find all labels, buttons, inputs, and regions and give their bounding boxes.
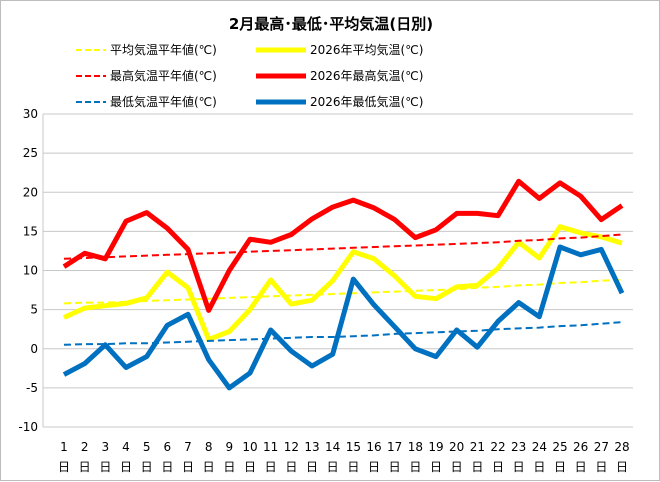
legend-entry: 2026年最高気温(℃) <box>256 67 423 84</box>
x-tick-unit: 日 <box>575 460 587 474</box>
y-tick-label: 5 <box>30 303 38 317</box>
legend-swatch <box>76 74 106 77</box>
x-tick-unit: 日 <box>141 460 153 474</box>
y-tick-label: 25 <box>23 146 38 160</box>
series-line <box>62 178 624 313</box>
y-tick-label: 30 <box>23 107 38 121</box>
x-tick-unit: 日 <box>285 460 297 474</box>
y-tick-label: 10 <box>23 264 38 278</box>
x-tick-unit: 日 <box>203 460 215 474</box>
legend-swatch <box>76 48 106 51</box>
legend-entry: 2026年平均気温(℃) <box>256 41 423 58</box>
x-tick-unit: 日 <box>79 460 91 474</box>
x-tick-label: 13 <box>304 440 319 454</box>
x-tick-label: 6 <box>164 440 172 454</box>
x-tick-unit: 日 <box>244 460 256 474</box>
y-tick-label: -10 <box>18 420 38 434</box>
x-tick-label: 3 <box>102 440 110 454</box>
series-line <box>62 244 625 391</box>
x-tick-label: 7 <box>184 440 192 454</box>
y-tick-label: -5 <box>26 381 38 395</box>
legend-label: 最低気温平年値(℃) <box>110 95 217 109</box>
x-tick-label: 25 <box>552 440 567 454</box>
x-tick-label: 10 <box>242 440 257 454</box>
legend-entry: 最低気温平年値(℃) <box>76 93 217 110</box>
x-tick-unit: 日 <box>616 460 628 474</box>
legend-swatch <box>256 47 306 52</box>
x-tick-label: 26 <box>573 440 588 454</box>
legend-swatch <box>256 99 306 104</box>
x-tick-label: 22 <box>490 440 505 454</box>
x-tick-unit: 日 <box>389 460 401 474</box>
legend-label: 最高気温平年値(℃) <box>110 69 217 83</box>
x-tick-label: 27 <box>594 440 609 454</box>
x-tick-unit: 日 <box>451 460 463 474</box>
y-tick-label: 0 <box>30 342 38 356</box>
x-tick-label: 18 <box>408 440 423 454</box>
x-tick-label: 19 <box>428 440 443 454</box>
series-line <box>63 278 623 305</box>
x-tick-label: 23 <box>511 440 526 454</box>
x-tick-label: 21 <box>470 440 485 454</box>
x-tick-unit: 日 <box>368 460 380 474</box>
legend-entry: 2026年最低気温(℃) <box>256 93 423 110</box>
x-tick-unit: 日 <box>595 460 607 474</box>
x-tick-unit: 日 <box>327 460 339 474</box>
x-tick-label: 12 <box>284 440 299 454</box>
x-tick-unit: 日 <box>554 460 566 474</box>
legend-label: 平均気温平年値(℃) <box>110 43 217 57</box>
legend-label: 2026年平均気温(℃) <box>310 43 424 57</box>
legend-entry: 最高気温平年値(℃) <box>76 67 217 84</box>
legend-swatch <box>76 100 106 103</box>
x-tick-unit: 日 <box>409 460 421 474</box>
y-tick-label: 15 <box>23 224 38 238</box>
x-tick-label: 2 <box>81 440 89 454</box>
x-tick-label: 8 <box>205 440 213 454</box>
x-tick-unit: 日 <box>471 460 483 474</box>
y-tick-label: 20 <box>23 185 38 199</box>
x-tick-label: 20 <box>449 440 464 454</box>
legend-entry: 平均気温平年値(℃) <box>76 41 217 58</box>
x-tick-unit: 日 <box>223 460 235 474</box>
legend-label: 2026年最高気温(℃) <box>310 69 424 83</box>
x-tick-label: 11 <box>263 440 278 454</box>
x-tick-label: 5 <box>143 440 151 454</box>
x-tick-unit: 日 <box>120 460 132 474</box>
x-tick-unit: 日 <box>99 460 111 474</box>
x-tick-unit: 日 <box>430 460 442 474</box>
x-tick-label: 1 <box>60 440 68 454</box>
x-tick-unit: 日 <box>533 460 545 474</box>
series-line <box>62 224 623 342</box>
x-tick-label: 4 <box>122 440 130 454</box>
chart-title: 2月最高･最低･平均気温(日別) <box>228 15 434 33</box>
legend-swatch <box>256 73 306 78</box>
x-tick-unit: 日 <box>58 460 70 474</box>
x-tick-label: 16 <box>366 440 381 454</box>
x-tick-label: 9 <box>226 440 234 454</box>
x-tick-label: 24 <box>532 440 547 454</box>
x-tick-label: 15 <box>346 440 361 454</box>
x-tick-label: 28 <box>614 440 629 454</box>
series-line <box>63 233 623 260</box>
x-tick-unit: 日 <box>513 460 525 474</box>
legend-label: 2026年最低気温(℃) <box>310 95 424 109</box>
x-tick-unit: 日 <box>161 460 173 474</box>
x-tick-unit: 日 <box>182 460 194 474</box>
x-tick-unit: 日 <box>306 460 318 474</box>
x-tick-label: 14 <box>325 440 340 454</box>
x-tick-label: 17 <box>387 440 402 454</box>
x-tick-unit: 日 <box>347 460 359 474</box>
x-tick-unit: 日 <box>492 460 504 474</box>
x-tick-unit: 日 <box>265 460 277 474</box>
